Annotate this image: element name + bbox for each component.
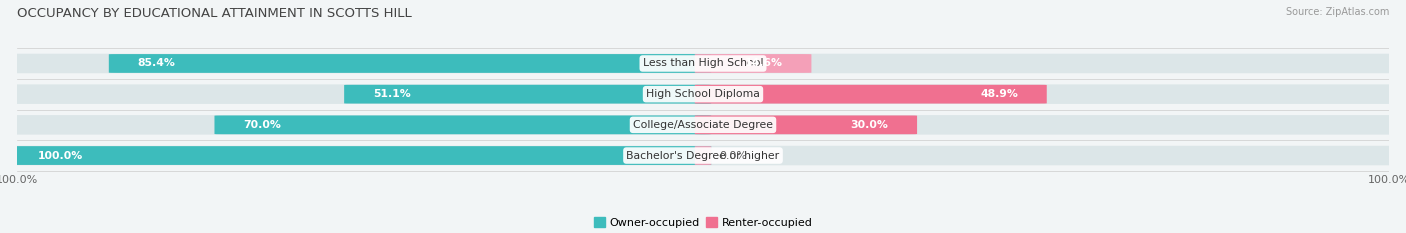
Text: 30.0%: 30.0%: [851, 120, 889, 130]
FancyBboxPatch shape: [344, 85, 711, 103]
FancyBboxPatch shape: [6, 54, 1400, 73]
Text: OCCUPANCY BY EDUCATIONAL ATTAINMENT IN SCOTTS HILL: OCCUPANCY BY EDUCATIONAL ATTAINMENT IN S…: [17, 7, 412, 20]
Text: 70.0%: 70.0%: [243, 120, 281, 130]
FancyBboxPatch shape: [695, 54, 811, 73]
Text: 14.6%: 14.6%: [745, 58, 783, 69]
Text: High School Diploma: High School Diploma: [647, 89, 759, 99]
FancyBboxPatch shape: [6, 84, 1400, 104]
Text: Source: ZipAtlas.com: Source: ZipAtlas.com: [1285, 7, 1389, 17]
Text: Less than High School: Less than High School: [643, 58, 763, 69]
FancyBboxPatch shape: [6, 115, 1400, 135]
FancyBboxPatch shape: [695, 116, 917, 134]
Text: 0.0%: 0.0%: [720, 151, 747, 161]
FancyBboxPatch shape: [695, 85, 1046, 103]
FancyBboxPatch shape: [695, 146, 711, 165]
Text: 48.9%: 48.9%: [980, 89, 1018, 99]
Text: Bachelor's Degree or higher: Bachelor's Degree or higher: [627, 151, 779, 161]
FancyBboxPatch shape: [215, 116, 711, 134]
Text: College/Associate Degree: College/Associate Degree: [633, 120, 773, 130]
Text: 85.4%: 85.4%: [138, 58, 176, 69]
FancyBboxPatch shape: [8, 146, 711, 165]
FancyBboxPatch shape: [108, 54, 711, 73]
Text: 51.1%: 51.1%: [373, 89, 411, 99]
Legend: Owner-occupied, Renter-occupied: Owner-occupied, Renter-occupied: [589, 213, 817, 232]
FancyBboxPatch shape: [6, 146, 1400, 165]
Text: 100.0%: 100.0%: [38, 151, 83, 161]
